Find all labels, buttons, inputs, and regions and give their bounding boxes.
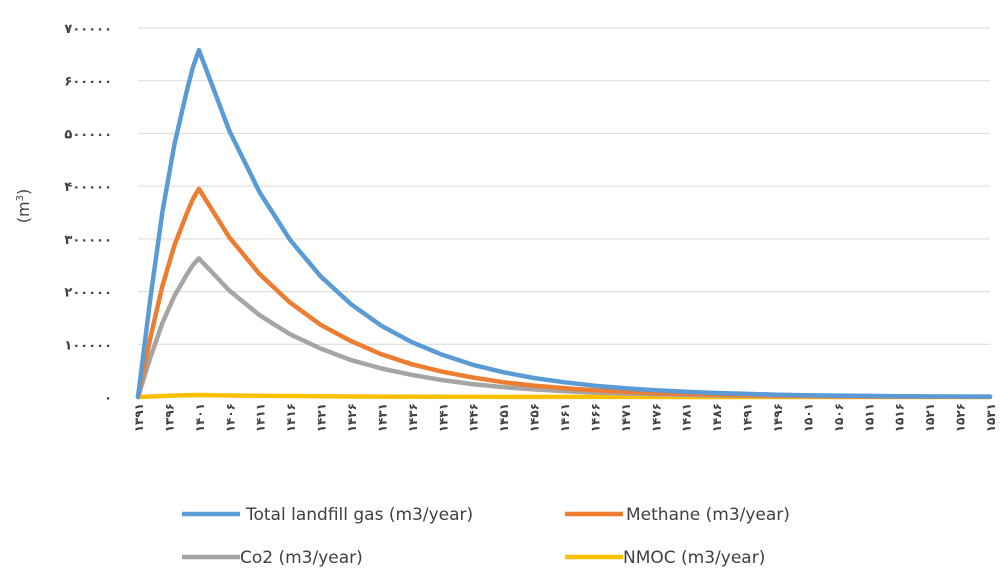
x-tick-label: ۱۴۲۶ [345,403,359,432]
y-tick-label: ۵۰۰۰۰۰ [64,127,112,142]
x-tick-label: ۱۴۱۱ [254,403,268,432]
y-axis-label: (m3) [14,189,33,223]
legend-item: Methane (m3/year) [565,505,790,525]
x-tick-label: ۱۳۹۱ [132,403,146,432]
legend-label: Co2 (m3/year) [240,548,363,568]
gridlines [138,27,990,398]
x-tick-label: ۱۵۲۱ [923,403,937,432]
y-axis-label-sup: 3 [15,195,26,201]
x-tick-label: ۱۴۶۶ [588,403,602,432]
legend: Total landfill gas (m3/year) Methane (m3… [182,505,790,568]
series-lines [135,47,993,400]
legend-label: Methane (m3/year) [626,505,790,525]
y-tick-label: ۴۰۰۰۰۰ [64,180,112,195]
legend-item: NMOC (m3/year) [565,548,765,568]
x-tick-label: ۱۴۰۶ [223,403,237,432]
x-tick-label: ۱۴۵۱ [497,403,511,432]
x-tick-label: ۱۴۳۶ [406,403,420,432]
y-axis-ticks: ۰ ۱۰۰۰۰۰ ۲۰۰۰۰۰ ۳۰۰۰۰۰ ۴۰۰۰۰۰ ۵۰۰۰۰۰ ۶۰۰۰۰۰ ۷۰۰… [64,22,112,406]
legend-item: Total landfill gas (m3/year) [182,505,473,525]
x-tick-label: ۱۳۹۶ [162,403,176,432]
x-tick-label: ۱۵۰۱ [801,403,815,432]
x-tick-label: ۱۴۳۱ [375,403,389,432]
legend-item: Co2 (m3/year) [182,548,363,568]
x-tick-label: ۱۴۸۱ [680,403,694,432]
y-axis-label-base: (m [14,201,33,223]
x-tick-label: ۱۴۹۱ [741,403,755,432]
x-tick-label: ۱۴۸۶ [710,403,724,432]
x-tick-label: ۱۴۷۱ [619,403,633,432]
x-tick-label: ۱۴۱۶ [284,403,298,432]
y-axis-label-close: ) [14,189,33,195]
x-tick-label: ۱۵۱۶ [893,403,907,432]
x-tick-label: ۱۵۲۶ [954,403,968,432]
y-tick-label: ۲۰۰۰۰۰ [64,286,112,301]
legend-label: Total landfill gas (m3/year) [245,505,473,525]
x-axis-ticks: ۱۳۹۱ ۱۳۹۶ ۱۴۰۱ ۱۴۰۶ ۱۴۱۱ ۱۴۱۶ ۱۴۲۱ ۱۴۲۶ ۱۴۳۱ ۱۴۳۶… [132,403,998,432]
y-tick-label: ۶۰۰۰۰۰ [64,75,112,90]
x-tick-label: ۱۵۳۱ [984,403,998,432]
legend-label: NMOC (m3/year) [623,548,765,568]
y-tick-label: ۷۰۰۰۰۰ [64,22,112,37]
y-tick-label: ۱۰۰۰۰۰ [64,338,112,353]
x-tick-label: ۱۴۵۶ [528,403,542,432]
series-line [135,186,993,400]
y-tick-label: ۳۰۰۰۰۰ [64,233,112,248]
y-tick-label: ۰ [104,391,112,406]
x-tick-label: ۱۴۲۱ [315,403,329,432]
series-line [135,47,993,400]
x-tick-label: ۱۴۴۱ [436,403,450,432]
x-tick-label: ۱۴۴۶ [467,403,481,432]
x-tick-label: ۱۴۰۱ [193,403,207,432]
x-tick-label: ۱۵۰۶ [832,403,846,432]
x-tick-label: ۱۵۱۱ [862,403,876,432]
x-tick-label: ۱۴۹۶ [771,403,785,432]
x-tick-label: ۱۴۶۱ [558,403,572,432]
x-tick-label: ۱۴۷۶ [649,403,663,432]
